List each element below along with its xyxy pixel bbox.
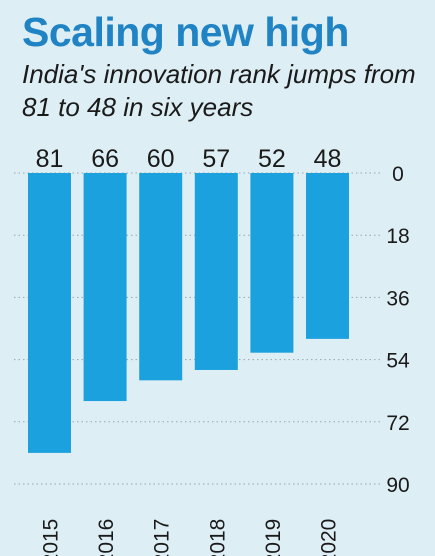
x-category-label: 2018: [206, 519, 229, 556]
x-category-label: 2016: [95, 519, 118, 556]
y-tick-label: 0: [392, 163, 404, 186]
bar-2018: [194, 173, 238, 370]
chart-subtitle: India's innovation rank jumps from 81 to…: [22, 59, 416, 122]
bar-value-label: 48: [314, 145, 342, 173]
y-tick-label: 18: [386, 225, 409, 248]
y-tick-label: 54: [386, 350, 410, 373]
y-axis-ticks: 0 18 36 54 72 90: [386, 163, 410, 497]
x-axis-categories: 2015 2016 2017 2018 2019 2020: [40, 519, 341, 556]
y-tick-label: 72: [386, 412, 409, 435]
bar-2019: [250, 173, 294, 353]
bars: [28, 173, 349, 453]
chart-title: Scaling new high: [22, 9, 349, 55]
x-category-label: 2019: [262, 519, 285, 556]
bar-value-label: 81: [36, 145, 64, 173]
x-category-label: 2020: [318, 519, 341, 556]
bar-value-label: 66: [91, 145, 119, 173]
value-labels: 81 66 60 57 52 48: [36, 145, 342, 173]
bar-2017: [139, 173, 183, 381]
bar-2016: [83, 173, 127, 402]
bar-value-label: 60: [147, 145, 175, 173]
y-tick-label: 36: [386, 287, 409, 310]
bar-2020: [306, 173, 349, 339]
x-category-label: 2017: [151, 519, 174, 556]
bar-value-label: 52: [258, 145, 286, 173]
x-category-label: 2015: [40, 519, 63, 556]
y-tick-label: 90: [386, 474, 409, 497]
bar-2015: [28, 173, 71, 453]
bar-value-label: 57: [202, 145, 230, 173]
